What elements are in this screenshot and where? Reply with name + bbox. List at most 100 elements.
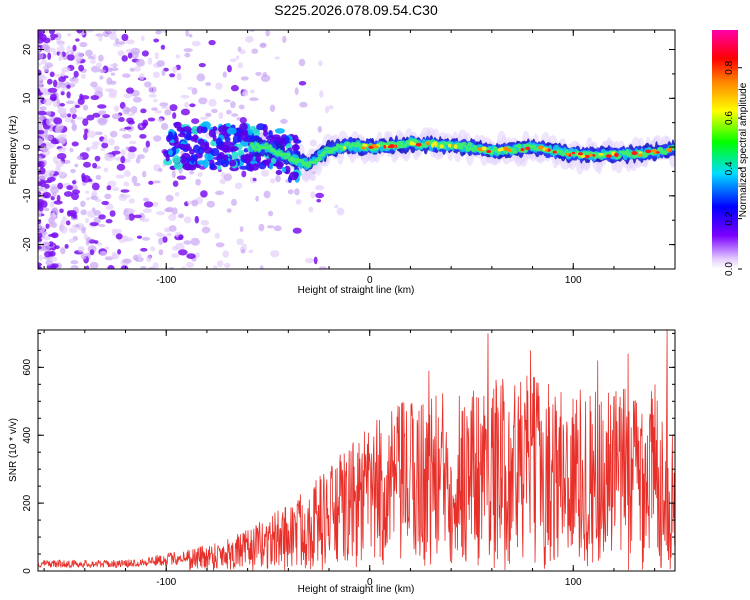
spectrogram-noise-blob	[112, 186, 120, 192]
spectrogram-noise-blob	[282, 35, 287, 44]
spectrogram-noise-blob	[38, 224, 42, 229]
spectrogram-noise-blob	[78, 64, 84, 72]
spectrogram-cluster-blob	[265, 135, 275, 140]
spectrogram-cluster-blob	[276, 161, 284, 168]
spectrogram-noise-blob	[43, 129, 49, 133]
spectrogram-noise-blob	[64, 244, 69, 249]
spectrogram-noise-blob	[317, 125, 322, 133]
spectrogram-noise-blob	[88, 178, 93, 182]
snr-xtick-label: 100	[565, 577, 582, 588]
spectrogram-cluster-blob	[243, 130, 250, 136]
spectrogram-noise-blob	[74, 163, 79, 168]
spectrogram-ridge-blob	[504, 150, 509, 155]
spectrogram-noise-blob	[258, 223, 265, 232]
spectrogram-noise-blob	[168, 213, 177, 221]
spectrogram-noise-blob	[183, 48, 193, 53]
spectrogram-hot-spot	[520, 148, 525, 151]
spectrogram-noise-blob	[169, 104, 178, 112]
spectrogram-noise-blob	[162, 236, 168, 243]
spectrogram-noise-blob	[38, 102, 41, 108]
spectrogram-noise-blob	[127, 113, 135, 117]
spectrogram-cluster-blob	[192, 134, 198, 141]
spectrogram-noise-blob	[135, 157, 141, 164]
spectrogram-noise-blob	[109, 210, 116, 217]
spectrogram-ridge-blob	[457, 145, 464, 150]
spectrogram-noise-blob	[63, 191, 73, 197]
spectrogram-noise-blob	[186, 253, 196, 259]
spectrogram-noise-blob	[156, 60, 165, 67]
spectrogram-noise-blob	[184, 52, 191, 58]
spectrogram-cluster-blob	[289, 171, 299, 181]
spectrogram-ridge-blob	[657, 147, 664, 152]
spectrogram-noise-blob	[158, 167, 163, 172]
spectrogram-noise-blob	[72, 213, 78, 219]
spectrogram-noise-blob	[56, 99, 61, 105]
spectrogram-xtick-label: 100	[565, 275, 582, 286]
spectrogram-noise-blob	[128, 213, 135, 221]
spectrogram-hot-spot	[588, 153, 593, 157]
spectrogram-noise-blob	[325, 105, 330, 114]
spectrogram-noise-blob	[118, 41, 126, 45]
spectrogram-frame	[37, 29, 676, 270]
spectrogram-noise-blob	[304, 257, 314, 264]
spectrogram-noise-blob	[183, 240, 192, 245]
spectrogram-noise-blob	[98, 34, 103, 42]
snr-xtick-label: 0	[367, 577, 373, 588]
spectrogram-noise-blob	[79, 41, 88, 48]
snr-frame	[37, 329, 676, 572]
spectrogram-hot-spot	[373, 145, 379, 149]
spectrogram-noise-blob	[75, 38, 80, 42]
spectrogram-noise-blob	[38, 122, 43, 127]
spectrogram-noise-blob	[261, 169, 270, 177]
spectrogram-hot-spot	[552, 150, 557, 154]
spectrogram-ridge-blob	[618, 155, 622, 159]
spectrogram-noise-blob	[80, 209, 87, 216]
spectrogram-noise-blob	[239, 226, 244, 233]
spectrogram-cluster-blob	[256, 123, 266, 131]
spectrogram-noise-blob	[77, 97, 85, 105]
spectrogram-ridge-blob	[282, 152, 287, 156]
spectrogram-noise-blob	[154, 52, 159, 60]
colorbar-label: Normalized spectral amplitude	[738, 82, 749, 217]
spectrogram-noise-blob	[43, 192, 51, 199]
spectrogram-noise-blob	[201, 226, 211, 234]
spectrogram-noise-blob	[83, 133, 88, 141]
spectrogram-hot-spot	[410, 141, 415, 145]
spectrogram-noise-blob	[51, 256, 58, 262]
spectrogram-noise-blob	[211, 108, 218, 114]
spectrogram-ridge-blob	[254, 142, 260, 147]
spectrogram-ridge-blob	[317, 156, 322, 161]
spectrogram-noise-blob	[274, 56, 280, 60]
spectrogram-cluster-blob	[284, 165, 291, 175]
spectrogram-noise-blob	[172, 65, 178, 73]
spectrogram-cluster-blob	[177, 143, 188, 149]
spectrogram-noise-blob	[47, 87, 58, 93]
spectrogram-noise-blob	[109, 63, 119, 67]
spectrogram-noise-blob	[107, 265, 115, 269]
spectrogram-cluster-blob	[292, 149, 299, 154]
spectrogram-noise-blob	[315, 185, 325, 191]
spectrogram-noise-blob	[152, 180, 161, 184]
spectrogram-cluster-blob	[204, 141, 210, 148]
spectrogram-noise-blob	[58, 41, 65, 48]
spectrogram-cluster-blob	[281, 166, 287, 173]
spectrogram-noise-blob	[46, 110, 52, 117]
spectrogram-cluster-blob	[293, 134, 299, 144]
spectrogram-noise-blob	[48, 241, 54, 247]
spectrogram-hot-spot	[507, 148, 512, 153]
spectrogram-noise-blob	[47, 78, 53, 85]
spectrogram-noise-blob	[171, 207, 178, 215]
spectrogram-noise-blob	[103, 167, 109, 173]
spectrogram-cluster-blob	[243, 148, 249, 153]
spectrogram-noise-blob	[129, 67, 136, 72]
spectrogram-noise-blob	[100, 69, 106, 73]
spectrogram-noise-blob	[60, 225, 68, 234]
spectrogram-noise-blob	[38, 62, 42, 67]
spectrogram-hot-spot	[544, 148, 548, 152]
spectrogram-ridge-blob	[253, 147, 258, 152]
colorbar-tick-label: 0.6	[724, 111, 735, 125]
snr-x-label: Height of straight line (km)	[298, 584, 415, 595]
spectrogram-cluster-blob	[247, 129, 253, 136]
spectrogram-noise-blob	[130, 106, 138, 114]
